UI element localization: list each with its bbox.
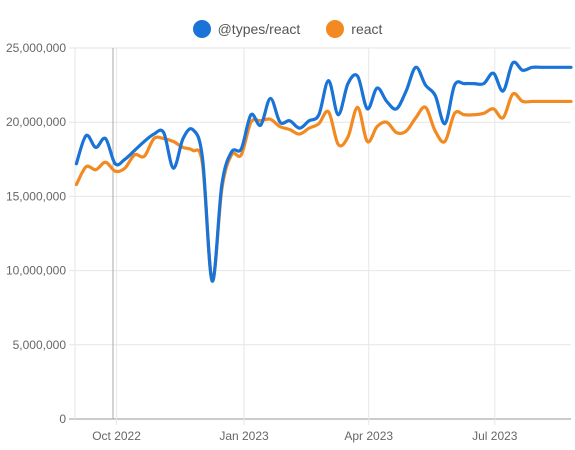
y-tick-label: 5,000,000 xyxy=(13,338,67,352)
y-tick-label: 25,000,000 xyxy=(6,41,66,55)
series-line-types-react xyxy=(76,62,571,281)
series-line-react xyxy=(76,93,571,281)
x-tick-label: Jul 2023 xyxy=(472,429,518,443)
y-tick-label: 15,000,000 xyxy=(6,189,66,203)
y-tick-label: 20,000,000 xyxy=(6,115,66,129)
x-tick-label: Oct 2022 xyxy=(92,429,141,443)
x-tick-label: Apr 2023 xyxy=(344,429,393,443)
y-tick-label: 0 xyxy=(59,412,66,426)
y-tick-label: 10,000,000 xyxy=(6,264,66,278)
x-tick-label: Jan 2023 xyxy=(219,429,269,443)
